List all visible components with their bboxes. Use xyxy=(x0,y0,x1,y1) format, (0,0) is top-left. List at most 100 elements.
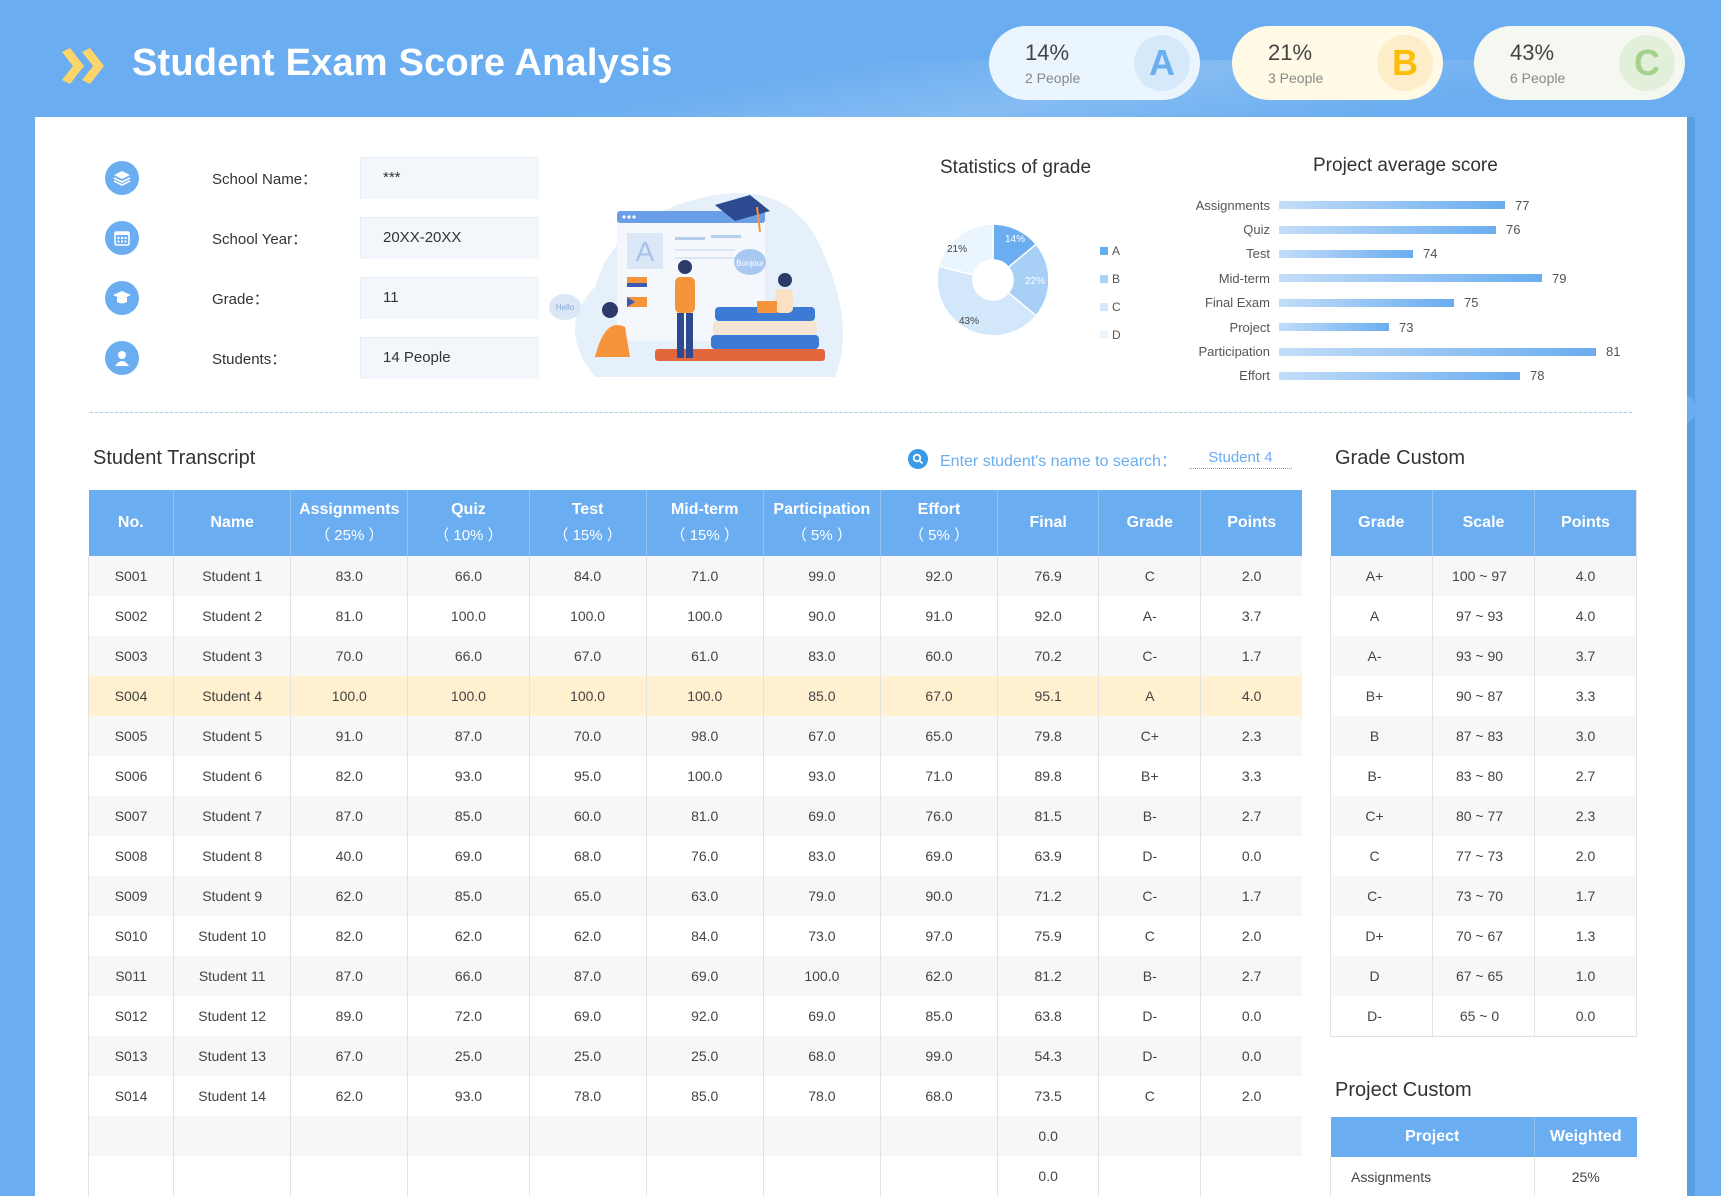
grade-custom-table: Grade Scale Points A+ 100 ~ 97 4.0 A 97 ~ 93… xyxy=(1330,490,1637,1037)
grade-custom-cell[interactable]: C xyxy=(1330,836,1433,876)
transcript-row[interactable]: S007 Student 7 87.0 85.0 60.0 81.0 69.0 76.0 81.… xyxy=(87,796,1302,836)
transcript-cell: 100.0 xyxy=(645,756,764,796)
transcript-cell: S010 xyxy=(87,916,174,956)
grade-custom-cell[interactable]: B- xyxy=(1330,756,1433,796)
grade-custom-cell[interactable]: 65 ~ 0 xyxy=(1432,996,1535,1036)
grade-custom-cell[interactable]: 1.3 xyxy=(1534,916,1637,956)
grade-custom-cell[interactable]: D- xyxy=(1330,996,1433,1036)
project-custom-cell[interactable]: Assignments xyxy=(1330,1157,1535,1196)
grade-custom-cell[interactable]: A xyxy=(1330,596,1433,636)
grade-custom-cell[interactable]: 2.0 xyxy=(1534,836,1637,876)
transcript-cell xyxy=(528,1156,647,1196)
grade-custom-row: A 97 ~ 93 4.0 xyxy=(1330,596,1637,636)
transcript-row[interactable]: S004 Student 4 100.0 100.0 100.0 100.0 85.0 67.… xyxy=(87,676,1302,716)
grade-c-people: 6 People xyxy=(1510,70,1566,86)
transcript-row[interactable]: 0.0 xyxy=(87,1156,1302,1196)
transcript-cell: 81.0 xyxy=(645,796,764,836)
transcript-cell: 83.0 xyxy=(762,636,881,676)
grade-custom-cell[interactable]: A+ xyxy=(1330,556,1433,596)
transcript-cell: 1.7 xyxy=(1200,876,1302,916)
grade-custom-cell[interactable]: 4.0 xyxy=(1534,556,1637,596)
grade-custom-cell[interactable]: 4.0 xyxy=(1534,596,1637,636)
col-participation[interactable]: Participation （ 5% ） xyxy=(762,490,881,556)
legend-item-d: D xyxy=(1100,321,1121,349)
transcript-row[interactable]: S002 Student 2 81.0 100.0 100.0 100.0 90.0 91.0… xyxy=(87,596,1302,636)
transcript-row[interactable]: 0.0 xyxy=(87,1116,1302,1156)
transcript-row[interactable]: S009 Student 9 62.0 85.0 65.0 63.0 79.0 90.0 71.… xyxy=(87,876,1302,916)
transcript-row[interactable]: S011 Student 11 87.0 66.0 87.0 69.0 100.0 62.0 8… xyxy=(87,956,1302,996)
col-name[interactable]: Name xyxy=(173,490,291,556)
grade-custom-cell[interactable]: 97 ~ 93 xyxy=(1432,596,1535,636)
transcript-cell: 99.0 xyxy=(879,1036,998,1076)
grade-custom-cell[interactable]: 73 ~ 70 xyxy=(1432,876,1535,916)
transcript-row[interactable]: S006 Student 6 82.0 93.0 95.0 100.0 93.0 71.0 89… xyxy=(87,756,1302,796)
col-no[interactable]: No. xyxy=(88,490,174,556)
grade-custom-cell[interactable]: A- xyxy=(1330,636,1433,676)
grade-custom-cell[interactable]: C- xyxy=(1330,876,1433,916)
donut-legend: A B C D xyxy=(1100,237,1121,349)
grade-custom-cell[interactable]: 3.0 xyxy=(1534,716,1637,756)
project-custom-cell[interactable]: 25% xyxy=(1534,1157,1637,1196)
section-divider xyxy=(90,412,1632,413)
transcript-row[interactable]: S003 Student 3 70.0 66.0 67.0 61.0 83.0 60.0 70.… xyxy=(87,636,1302,676)
grade-custom-cell[interactable]: 1.7 xyxy=(1534,876,1637,916)
col-final[interactable]: Final xyxy=(997,490,1099,556)
col-effort[interactable]: Effort （ 5% ） xyxy=(879,490,998,556)
grade-custom-cell[interactable]: 100 ~ 97 xyxy=(1432,556,1535,596)
grade-field[interactable]: 11 xyxy=(360,277,539,319)
transcript-cell: 72.0 xyxy=(407,996,530,1036)
transcript-row[interactable]: S012 Student 12 89.0 72.0 69.0 92.0 69.0 85.0 63… xyxy=(87,996,1302,1036)
grade-custom-cell[interactable]: 90 ~ 87 xyxy=(1432,676,1535,716)
col-mid-term[interactable]: Mid-term （ 15% ） xyxy=(645,490,764,556)
transcript-cell xyxy=(645,1156,764,1196)
student-transcript-table: No. Name Assignments （ 25% ） Quiz （ 10% ） … xyxy=(87,490,1302,1196)
grade-custom-cell[interactable]: 93 ~ 90 xyxy=(1432,636,1535,676)
grade-custom-cell[interactable]: 3.7 xyxy=(1534,636,1637,676)
school-year-field[interactable]: 20XX-20XX xyxy=(360,217,539,259)
transcript-cell: 87.0 xyxy=(528,956,647,996)
transcript-row[interactable]: S014 Student 14 62.0 93.0 78.0 85.0 78.0 68.0 73… xyxy=(87,1076,1302,1116)
transcript-row[interactable]: S001 Student 1 83.0 66.0 84.0 71.0 99.0 92.0 76.… xyxy=(87,556,1302,596)
grade-custom-cell[interactable]: 70 ~ 67 xyxy=(1432,916,1535,956)
grade-custom-cell[interactable]: C+ xyxy=(1330,796,1433,836)
transcript-cell: Student 1 xyxy=(173,556,291,596)
transcript-row[interactable]: S005 Student 5 91.0 87.0 70.0 98.0 67.0 65.0 79.… xyxy=(87,716,1302,756)
grade-custom-cell[interactable]: B+ xyxy=(1330,676,1433,716)
col-assignments[interactable]: Assignments （ 25% ） xyxy=(290,490,408,556)
grade-custom-cell[interactable]: 83 ~ 80 xyxy=(1432,756,1535,796)
transcript-cell: 0.0 xyxy=(1200,836,1302,876)
grade-custom-cell[interactable]: D+ xyxy=(1330,916,1433,956)
col-quiz[interactable]: Quiz （ 10% ） xyxy=(407,490,530,556)
transcript-cell: S008 xyxy=(87,836,174,876)
transcript-row[interactable]: S010 Student 10 82.0 62.0 62.0 84.0 73.0 97.0 75… xyxy=(87,916,1302,956)
calendar-icon xyxy=(105,221,139,255)
grade-custom-cell[interactable]: 1.0 xyxy=(1534,956,1637,996)
transcript-row[interactable]: S013 Student 13 67.0 25.0 25.0 25.0 68.0 99.0 54… xyxy=(87,1036,1302,1076)
grade-custom-cell[interactable]: D xyxy=(1330,956,1433,996)
transcript-cell: S014 xyxy=(87,1076,174,1116)
grade-custom-cell[interactable]: 2.3 xyxy=(1534,796,1637,836)
transcript-cell: 91.0 xyxy=(290,716,408,756)
grade-custom-cell[interactable]: 77 ~ 73 xyxy=(1432,836,1535,876)
search-icon[interactable] xyxy=(908,449,928,469)
transcript-row[interactable]: S008 Student 8 40.0 69.0 68.0 76.0 83.0 69.0 63.… xyxy=(87,836,1302,876)
grade-custom-cell[interactable]: 80 ~ 77 xyxy=(1432,796,1535,836)
transcript-cell: 85.0 xyxy=(407,796,530,836)
transcript-cell: S004 xyxy=(87,676,174,716)
grade-custom-cell[interactable]: 0.0 xyxy=(1534,996,1637,1036)
col-grade[interactable]: Grade xyxy=(1098,490,1201,556)
student-search-input[interactable] xyxy=(1188,449,1292,469)
grade-custom-cell[interactable]: 87 ~ 83 xyxy=(1432,716,1535,756)
grade-custom-cell[interactable]: 3.3 xyxy=(1534,676,1637,716)
info-students: Students： 14 People xyxy=(105,337,539,379)
transcript-cell: 0.0 xyxy=(997,1116,1099,1156)
transcript-cell: 62.0 xyxy=(528,916,647,956)
grade-custom-cell[interactable]: B xyxy=(1330,716,1433,756)
col-points[interactable]: Points xyxy=(1200,490,1302,556)
grade-custom-cell[interactable]: 2.7 xyxy=(1534,756,1637,796)
col-test[interactable]: Test （ 15% ） xyxy=(528,490,647,556)
transcript-cell: 81.0 xyxy=(290,596,408,636)
grade-custom-cell[interactable]: 67 ~ 65 xyxy=(1432,956,1535,996)
students-field[interactable]: 14 People xyxy=(360,337,539,379)
school-name-field[interactable]: *** xyxy=(360,157,539,199)
